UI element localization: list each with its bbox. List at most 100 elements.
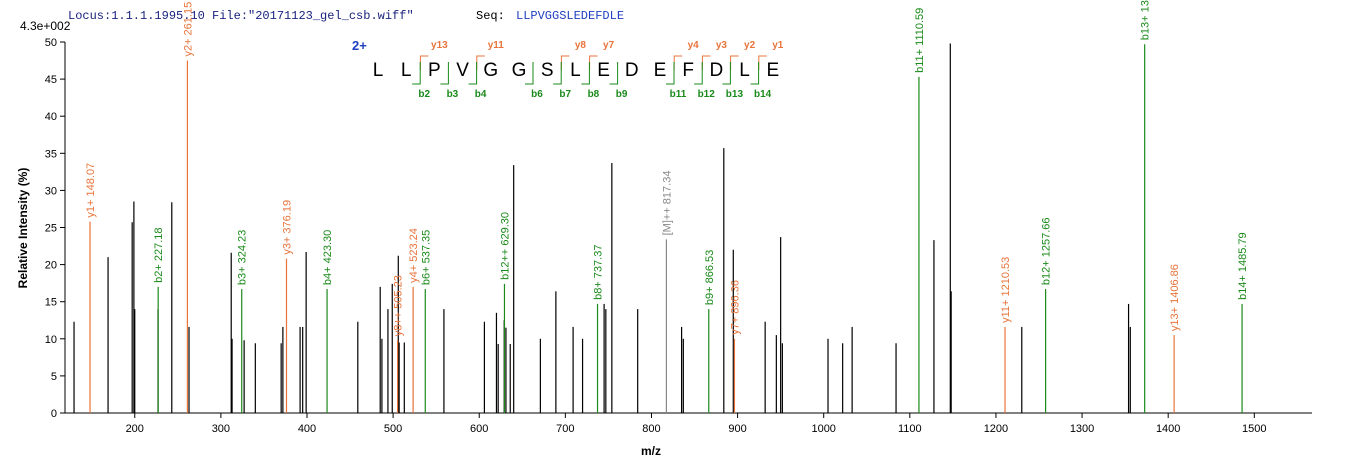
x-tick-label: 600 bbox=[470, 423, 488, 435]
x-tick-label: 1100 bbox=[898, 423, 922, 435]
y-ion-label: y2 bbox=[744, 40, 756, 51]
b-ion-label: b8 bbox=[588, 89, 600, 100]
x-tick-label: 900 bbox=[728, 423, 746, 435]
b-ion-label: b4 bbox=[475, 89, 487, 100]
y-tick-label: 35 bbox=[45, 148, 57, 160]
b-ion-mark bbox=[581, 62, 590, 85]
x-tick-label: 1400 bbox=[1156, 423, 1180, 435]
peak-label: y1+ 148.07 bbox=[85, 163, 97, 218]
y-ion-label: y4 bbox=[688, 40, 700, 51]
b-ion-mark bbox=[525, 62, 534, 85]
residue: E bbox=[654, 60, 667, 81]
b-ion-label: b2 bbox=[418, 89, 430, 100]
residue: L bbox=[373, 60, 384, 81]
y-tick-label: 0 bbox=[51, 408, 57, 420]
x-tick-label: 400 bbox=[298, 423, 316, 435]
residue: G bbox=[483, 60, 498, 81]
y-ion-label: y8 bbox=[575, 40, 587, 51]
peak-label: y11+ 1210.53 bbox=[1000, 257, 1012, 323]
residue: G bbox=[512, 60, 527, 81]
x-axis-label: m/z bbox=[641, 444, 661, 458]
y-ion-label: y13 bbox=[431, 40, 448, 51]
b-ion-label: b13 bbox=[726, 89, 744, 100]
y-tick-label: 20 bbox=[45, 260, 57, 272]
b-ion-label: b6 bbox=[531, 89, 543, 100]
residue: E bbox=[766, 60, 779, 81]
residue: F bbox=[682, 60, 694, 81]
b-ion-label: b11 bbox=[670, 89, 687, 100]
residue: E bbox=[597, 60, 610, 81]
residue: D bbox=[625, 60, 639, 81]
peak-label: y7+ 896.36 bbox=[729, 280, 741, 335]
peak-label: b8+ 737.37 bbox=[593, 245, 605, 300]
peak-label: b13+ 1372.70 bbox=[1140, 0, 1152, 40]
b-ion-label: b14 bbox=[754, 89, 772, 100]
peak-label: b6+ 537.35 bbox=[420, 230, 432, 285]
b-ion-label: b12 bbox=[698, 89, 716, 100]
x-tick-label: 1200 bbox=[984, 423, 1008, 435]
peak-label: [M]++ 817.34 bbox=[661, 171, 673, 236]
x-tick-label: 700 bbox=[556, 423, 574, 435]
peak-label: b12++ 629.30 bbox=[499, 212, 511, 280]
y-ion-mark bbox=[673, 55, 683, 70]
y-ion-mark bbox=[560, 55, 570, 70]
x-tick-label: 1500 bbox=[1242, 423, 1266, 435]
residue: L bbox=[739, 60, 750, 81]
y-tick-label: 45 bbox=[45, 74, 57, 86]
y-tick-label: 25 bbox=[45, 223, 57, 235]
x-tick-label: 1000 bbox=[811, 423, 835, 435]
b-ion-label: b3 bbox=[447, 89, 459, 100]
y-tick-label: 30 bbox=[45, 185, 57, 197]
b-ion-mark bbox=[468, 62, 478, 85]
seq-label: Seq: bbox=[476, 9, 505, 23]
b-ion-mark bbox=[750, 62, 760, 85]
b-ion-mark bbox=[412, 62, 421, 85]
y-ion-label: y3 bbox=[716, 40, 728, 51]
y-axis-label: Relative Intensity (%) bbox=[16, 168, 30, 289]
charge-label: 2+ bbox=[352, 38, 367, 53]
b-ion-mark bbox=[609, 62, 619, 85]
residue: V bbox=[456, 60, 469, 81]
locus-text: Locus:1.1.1.1995.10 File:"20171123_gel_c… bbox=[68, 9, 414, 23]
peak-label: b14+ 1485.79 bbox=[1237, 232, 1249, 300]
scale-label: 4.3e+002 bbox=[20, 19, 71, 33]
x-tick-label: 200 bbox=[126, 423, 144, 435]
residue: L bbox=[401, 60, 412, 81]
x-tick-label: 500 bbox=[384, 423, 402, 435]
sequence-text: LLPVGGSLEDEFDLE bbox=[516, 9, 624, 23]
residue: P bbox=[428, 60, 441, 81]
x-tick-label: 800 bbox=[642, 423, 660, 435]
y-ion-label: y11 bbox=[488, 40, 505, 51]
peak-label: b12+ 1257.66 bbox=[1041, 217, 1053, 285]
peak-label: b4+ 423.30 bbox=[322, 230, 334, 285]
b-ion-mark bbox=[722, 62, 731, 85]
peak-label: b2+ 227.18 bbox=[153, 227, 165, 282]
y-tick-label: 40 bbox=[45, 111, 57, 123]
y-ion-label: y7 bbox=[603, 40, 615, 51]
y-tick-label: 10 bbox=[45, 334, 57, 346]
b-ion-mark bbox=[553, 62, 562, 85]
b-ion-mark bbox=[666, 62, 675, 85]
b-ion-label: b9 bbox=[616, 89, 628, 100]
y-tick-label: 50 bbox=[45, 37, 57, 49]
residue: D bbox=[710, 60, 724, 81]
peak-label: b11+ 1110.59 bbox=[914, 8, 926, 73]
peak-label: y13+ 1406.86 bbox=[1169, 264, 1181, 331]
x-tick-label: 1300 bbox=[1070, 423, 1094, 435]
y-tick-label: 5 bbox=[51, 371, 57, 383]
peak-label: y8++ 505.23 bbox=[393, 275, 405, 336]
peak-label: b9+ 866.53 bbox=[704, 250, 716, 305]
x-tick-label: 300 bbox=[212, 423, 230, 435]
peak-label: b3+ 324.23 bbox=[237, 230, 249, 285]
peak-label: y2+ 261.15 bbox=[182, 2, 194, 57]
y-ion-mark bbox=[730, 55, 739, 70]
b-ion-label: b7 bbox=[559, 89, 571, 100]
y-ion-label: y1 bbox=[772, 40, 784, 51]
y-tick-label: 15 bbox=[45, 297, 57, 309]
residue: L bbox=[570, 60, 581, 81]
b-ion-mark bbox=[440, 62, 449, 85]
peak-label: y4+ 523.24 bbox=[408, 228, 420, 283]
b-ion-mark bbox=[694, 62, 703, 85]
residue: S bbox=[541, 60, 554, 81]
